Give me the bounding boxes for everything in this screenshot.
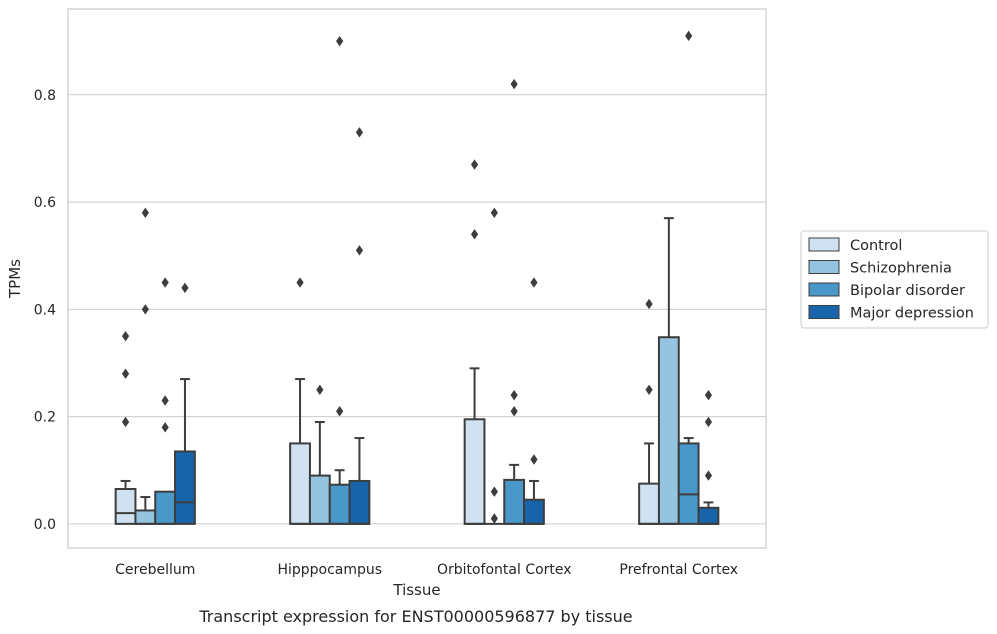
box	[697, 506, 720, 525]
legend-swatch	[808, 260, 840, 274]
outlier-point	[121, 330, 130, 342]
box	[328, 483, 351, 525]
outlier-point	[704, 416, 713, 428]
legend-label: Bipolar disorder	[850, 283, 965, 299]
box	[503, 478, 526, 525]
box	[348, 479, 371, 525]
box	[154, 490, 177, 525]
legend-frame	[800, 230, 989, 329]
plot-frame	[67, 8, 767, 549]
y-tick-label: 0.2	[34, 410, 56, 426]
series-group	[134, 207, 680, 525]
box	[289, 442, 311, 525]
outlier-point	[490, 486, 498, 497]
outlier-point	[316, 384, 324, 395]
outlier-point	[181, 282, 189, 294]
outlier-point	[336, 406, 344, 417]
x-tick-label: Cerebellum	[115, 562, 195, 578]
x-axis-ticks: Cerebellum Hipppocampus Orbitofontal Corte…	[115, 562, 738, 578]
y-tick-label: 0.4	[34, 302, 56, 318]
box	[523, 498, 545, 525]
box	[174, 450, 196, 525]
outlier-point	[141, 304, 149, 315]
outlier-point	[704, 389, 713, 401]
outlier-point	[510, 406, 518, 417]
x-tick-label: Prefrontal Cortex	[619, 562, 738, 578]
box	[114, 488, 137, 525]
outlier-point	[530, 454, 538, 465]
x-tick-label: Orbitofontal Cortex	[437, 562, 572, 578]
outlier-point	[470, 159, 479, 170]
box	[308, 474, 331, 525]
legend-label: Schizophrenia	[850, 261, 952, 277]
outlier-point	[121, 368, 130, 379]
outlier-point	[296, 277, 304, 288]
y-tick-label: 0.0	[34, 517, 56, 533]
outlier-point	[490, 513, 498, 524]
x-tick-label: Hipppocampus	[277, 562, 382, 578]
outlier-point	[161, 395, 169, 406]
box	[677, 442, 700, 525]
legend-swatch	[808, 305, 840, 319]
series-group	[174, 127, 720, 525]
legend: Control Schizophrenia Bipolar disorder Majo…	[800, 230, 989, 329]
outlier-point	[704, 470, 713, 481]
box-series	[114, 30, 720, 525]
outlier-point	[645, 384, 653, 395]
y-axis-ticks: 0.0 0.2 0.4 0.6 0.8	[34, 88, 56, 533]
outlier-point	[510, 389, 518, 401]
series-group	[114, 159, 660, 525]
box	[463, 418, 486, 525]
outlier-point	[685, 30, 693, 42]
outlier-point	[161, 422, 169, 433]
outlier-point	[355, 127, 364, 138]
outlier-point	[510, 78, 518, 90]
outlier-point	[161, 277, 169, 288]
box	[134, 509, 157, 525]
outlier-point	[336, 35, 344, 47]
y-tick-label: 0.6	[34, 195, 56, 211]
outlier-point	[121, 416, 130, 428]
outlier-point	[141, 207, 149, 219]
legend-swatch	[808, 237, 840, 252]
x-axis-label: Tissue	[392, 581, 440, 599]
box	[638, 482, 660, 525]
outlier-point	[470, 229, 479, 240]
y-tick-label: 0.8	[34, 88, 56, 104]
y-axis-label: TPMs	[6, 259, 24, 299]
outlier-point	[355, 245, 364, 256]
series-group	[154, 30, 700, 525]
box	[657, 336, 680, 525]
outlier-point	[530, 277, 538, 288]
outlier-point	[490, 207, 498, 219]
chart-caption: Transcript expression for ENST0000059687…	[198, 607, 632, 626]
legend-label: Major depression	[850, 306, 974, 322]
legend-swatch	[808, 282, 840, 297]
outlier-point	[645, 298, 653, 310]
legend-label: Control	[850, 238, 902, 254]
